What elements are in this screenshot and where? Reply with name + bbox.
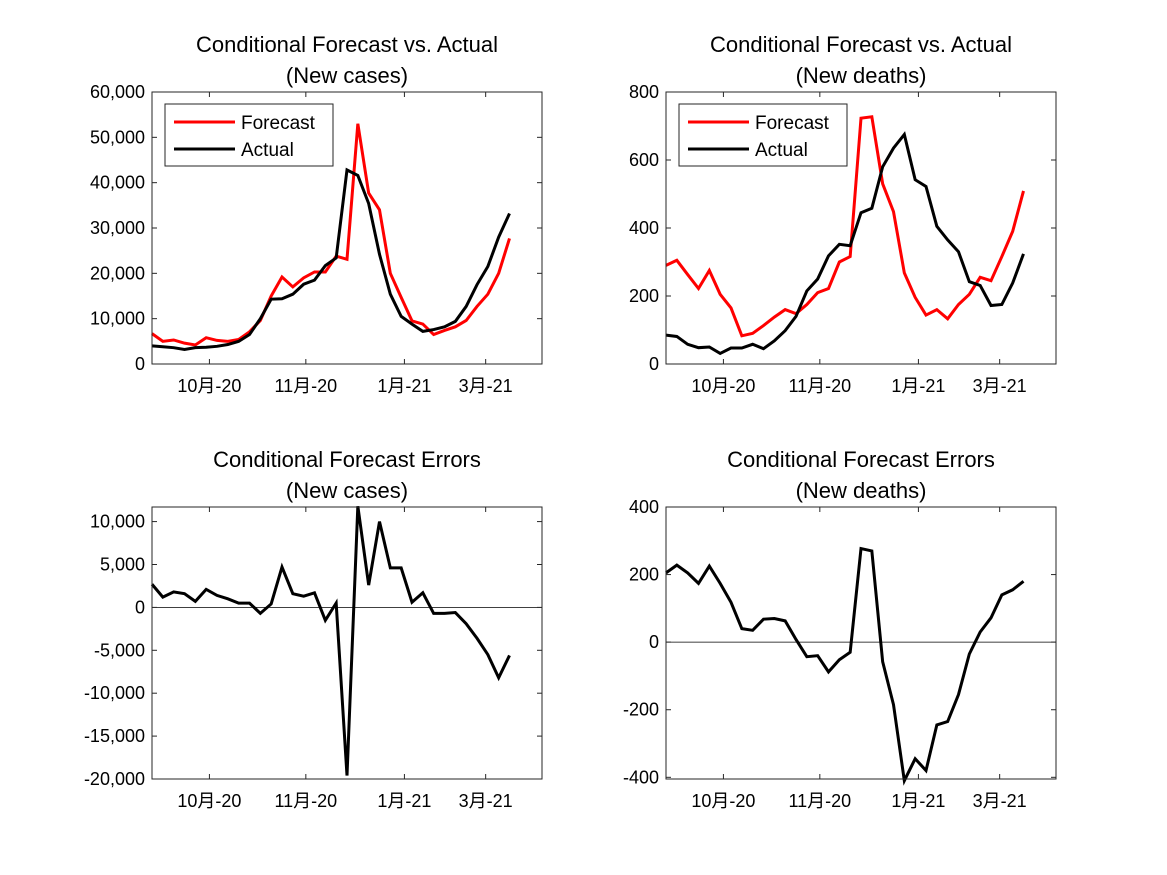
chart-subtitle: (New cases): [286, 478, 408, 503]
y-tick-label: 200: [629, 286, 659, 306]
panel-new-cases-forecast: Conditional Forecast vs. Actual (New case…: [90, 32, 543, 396]
y-tick-label: -10,000: [84, 683, 145, 703]
y-tick-label: 0: [649, 632, 659, 652]
x-tick-label: 1月-21: [377, 376, 431, 396]
panel-new-deaths-forecast: Conditional Forecast vs. Actual (New deat…: [629, 32, 1057, 396]
legend-label-actual: Actual: [241, 140, 294, 161]
series-line-actual: [151, 167, 511, 352]
y-tick-label: 400: [629, 218, 659, 238]
chart-title: Conditional Forecast vs. Actual: [196, 32, 498, 57]
legend-box: [678, 103, 848, 167]
series-group: [150, 505, 511, 776]
y-tick-label: -200: [623, 700, 659, 720]
x-tick-label: 3月-21: [459, 791, 513, 811]
chart-subtitle: (New deaths): [796, 478, 927, 503]
chart-title: Conditional Forecast Errors: [213, 447, 481, 472]
x-tick-label: 11月-20: [274, 791, 337, 811]
y-tick-label: -400: [623, 767, 659, 787]
y-tick-label: 0: [135, 354, 145, 374]
y-tick-label: 40,000: [90, 173, 145, 193]
y-tick-label: 600: [629, 150, 659, 170]
chart-title: Conditional Forecast vs. Actual: [710, 32, 1012, 57]
y-tick-label: 400: [629, 497, 659, 517]
axes-box: [665, 506, 1057, 780]
legend: Forecast Actual: [164, 103, 334, 167]
legend-label-forecast: Forecast: [755, 113, 830, 134]
chart-subtitle: (New deaths): [796, 63, 927, 88]
series-line-actual: [665, 131, 1025, 356]
x-tick-label: 10月-20: [691, 791, 755, 811]
x-tick-label: 3月-21: [973, 791, 1027, 811]
legend-label-forecast: Forecast: [241, 113, 316, 134]
chart-subtitle: (New cases): [286, 63, 408, 88]
x-tick-label: 10月-20: [177, 376, 241, 396]
series-group: [665, 546, 1025, 786]
series-group: [151, 123, 511, 352]
y-tick-label: 5,000: [100, 554, 145, 574]
series-group: [665, 115, 1025, 356]
x-tick-label: 3月-21: [973, 376, 1027, 396]
y-tick-label: 30,000: [90, 218, 145, 238]
y-tick-label: 0: [135, 597, 145, 617]
panel-new-deaths-errors: Conditional Forecast Errors (New deaths) -…: [623, 447, 1057, 811]
chart-title: Conditional Forecast Errors: [727, 447, 995, 472]
y-tick-label: -15,000: [84, 726, 145, 746]
x-tick-label: 11月-20: [788, 376, 851, 396]
y-tick-label: 800: [629, 82, 659, 102]
y-tick-label: 20,000: [90, 263, 145, 283]
series-line-forecast: [151, 123, 511, 347]
series-line-forecast: [665, 115, 1025, 338]
y-tick-label: 10,000: [90, 309, 145, 329]
y-tick-label: 60,000: [90, 82, 145, 102]
x-tick-label: 1月-21: [377, 791, 431, 811]
y-tick-label: -5,000: [94, 640, 145, 660]
panel-new-cases-errors: Conditional Forecast Errors (New cases) -2…: [84, 447, 543, 811]
x-tick-label: 10月-20: [691, 376, 755, 396]
series-line-errors: [665, 546, 1025, 786]
y-tick-label: -20,000: [84, 769, 145, 789]
x-tick-label: 3月-21: [459, 376, 513, 396]
x-tick-label: 1月-21: [891, 376, 945, 396]
legend: Forecast Actual: [678, 103, 848, 167]
legend-box: [164, 103, 334, 167]
y-tick-label: 10,000: [90, 512, 145, 532]
x-tick-label: 1月-21: [891, 791, 945, 811]
axes-box: [151, 506, 543, 780]
x-tick-label: 11月-20: [788, 791, 851, 811]
legend-label-actual: Actual: [755, 140, 808, 161]
series-line-errors: [150, 505, 511, 776]
y-tick-label: 200: [629, 565, 659, 585]
x-tick-label: 11月-20: [274, 376, 337, 396]
y-tick-label: 0: [649, 354, 659, 374]
y-tick-label: 50,000: [90, 127, 145, 147]
x-tick-label: 10月-20: [177, 791, 241, 811]
